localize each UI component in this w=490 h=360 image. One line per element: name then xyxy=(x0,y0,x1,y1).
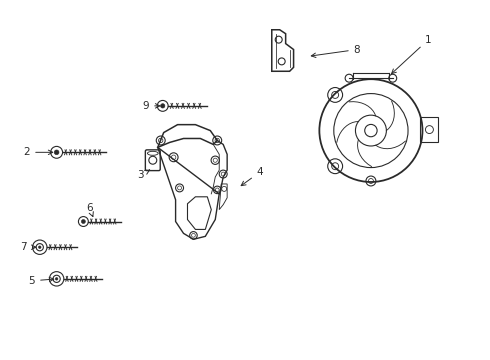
Text: 5: 5 xyxy=(28,276,54,286)
Text: 4: 4 xyxy=(241,167,263,186)
Text: 8: 8 xyxy=(311,45,360,58)
Text: 1: 1 xyxy=(392,35,432,73)
Text: 9: 9 xyxy=(143,101,160,111)
Text: 6: 6 xyxy=(86,203,93,217)
Circle shape xyxy=(54,150,59,155)
Circle shape xyxy=(55,278,58,280)
Text: 3: 3 xyxy=(138,170,149,180)
Circle shape xyxy=(161,104,165,108)
Text: 2: 2 xyxy=(24,147,53,157)
Circle shape xyxy=(39,246,41,248)
Text: 7: 7 xyxy=(21,242,36,252)
Circle shape xyxy=(81,220,85,224)
